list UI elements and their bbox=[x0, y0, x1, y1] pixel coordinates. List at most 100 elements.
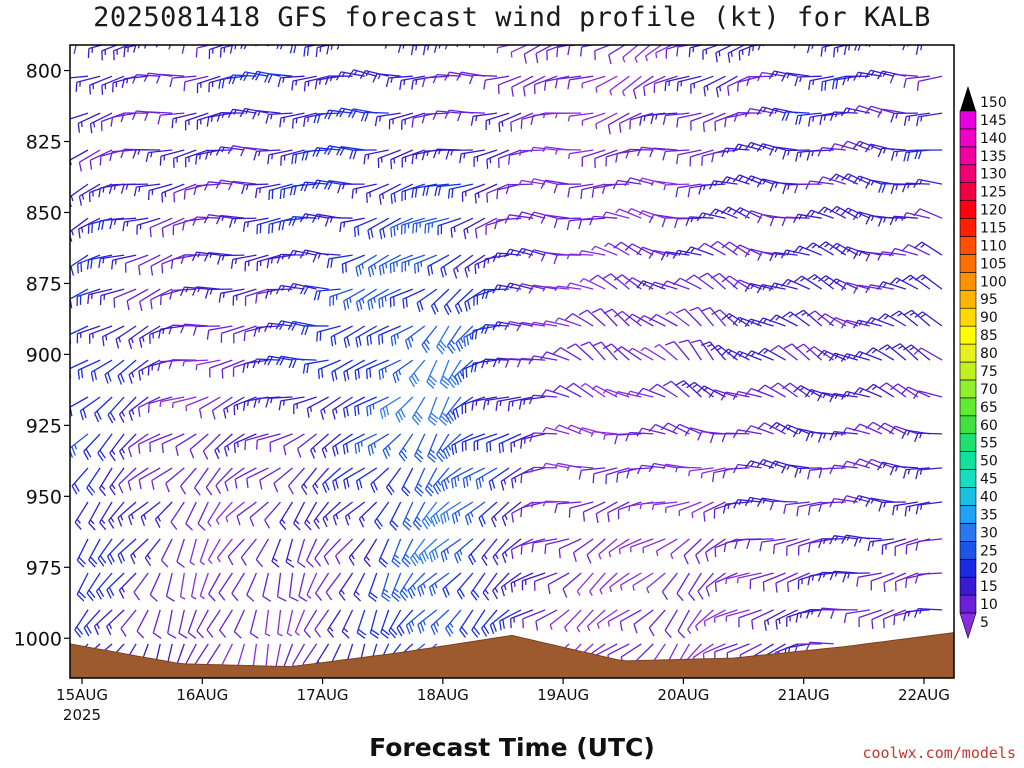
wind-barb bbox=[558, 538, 582, 559]
wind-barb bbox=[170, 501, 185, 530]
wind-barb bbox=[840, 427, 870, 437]
wind-barb bbox=[402, 501, 414, 531]
wind-barb bbox=[127, 433, 149, 458]
wind-barb bbox=[169, 288, 197, 300]
wind-barb bbox=[263, 355, 293, 366]
wind-barb bbox=[807, 572, 834, 586]
wind-barb bbox=[818, 538, 846, 549]
wind-barb bbox=[462, 467, 486, 488]
wind-barb bbox=[589, 572, 606, 596]
wind-barb bbox=[150, 254, 173, 276]
wind-barb bbox=[672, 249, 702, 259]
wind-barb bbox=[262, 572, 272, 602]
wind-barb bbox=[77, 359, 101, 380]
wind-barb bbox=[576, 609, 594, 633]
wind-barb bbox=[522, 609, 546, 629]
wind-barb bbox=[877, 422, 907, 435]
wind-barb bbox=[283, 433, 305, 456]
wind-barb bbox=[180, 254, 209, 265]
wind-barb bbox=[249, 609, 259, 639]
wind-barb bbox=[332, 501, 353, 526]
wind-barb bbox=[470, 359, 498, 373]
wind-barb bbox=[510, 433, 534, 453]
wind-barb bbox=[89, 75, 113, 95]
wind-barb bbox=[492, 538, 510, 566]
wind-barb bbox=[218, 288, 245, 303]
wind-barb bbox=[591, 308, 618, 327]
colorbar-label: 50 bbox=[980, 454, 998, 470]
wind-barb bbox=[829, 242, 859, 256]
wind-barb bbox=[690, 112, 714, 131]
wind-barb bbox=[228, 74, 257, 85]
wind-barb bbox=[500, 467, 522, 491]
wind-barb bbox=[240, 538, 257, 566]
wind-barb bbox=[496, 45, 513, 54]
wind-barb bbox=[489, 609, 510, 635]
wind-barb bbox=[312, 147, 341, 158]
wind-barb bbox=[511, 467, 534, 489]
wind-barb bbox=[202, 433, 221, 460]
wind-barb bbox=[302, 359, 329, 374]
wind-barb bbox=[795, 343, 823, 361]
wind-barb bbox=[664, 340, 690, 361]
wind-barb bbox=[291, 112, 317, 129]
wind-barb bbox=[440, 254, 462, 278]
wind-barb bbox=[90, 359, 113, 382]
wind-barb bbox=[335, 107, 365, 118]
wind-barb bbox=[445, 396, 462, 425]
wind-barb bbox=[595, 75, 618, 93]
wind-barb bbox=[889, 277, 919, 290]
wind-barb bbox=[196, 75, 221, 94]
wind-barb bbox=[816, 349, 847, 361]
wind-barb bbox=[303, 45, 319, 57]
wind-barb bbox=[412, 217, 437, 234]
wind-barb bbox=[106, 572, 125, 599]
wind-barb bbox=[109, 217, 137, 230]
wind-barb bbox=[157, 112, 185, 125]
wind-barb bbox=[287, 467, 305, 495]
wind-barb bbox=[392, 359, 414, 384]
colorbar-label: 75 bbox=[980, 364, 998, 380]
wind-barb bbox=[463, 217, 486, 240]
wind-barb bbox=[521, 572, 546, 591]
wind-barb bbox=[567, 75, 594, 90]
wind-barb bbox=[287, 249, 317, 260]
wind-barb bbox=[648, 609, 666, 637]
wind-barb bbox=[276, 253, 305, 264]
wind-barb bbox=[757, 384, 786, 398]
wind-barb bbox=[380, 609, 390, 639]
wind-barb bbox=[715, 45, 734, 63]
wind-barb bbox=[830, 609, 858, 620]
wind-barb bbox=[793, 45, 797, 49]
wind-barb bbox=[648, 423, 678, 435]
wind-barb bbox=[288, 572, 299, 602]
wind-barb bbox=[154, 501, 173, 528]
wind-barb bbox=[829, 392, 858, 403]
wind-barb bbox=[106, 609, 125, 636]
wind-barb bbox=[296, 538, 306, 568]
wind-barb bbox=[401, 538, 414, 568]
wind-barb bbox=[463, 325, 486, 347]
wind-barb bbox=[351, 183, 377, 199]
wind-barb bbox=[703, 75, 726, 97]
wind-barb bbox=[769, 181, 798, 192]
wind-barb bbox=[806, 274, 835, 290]
source-credit[interactable]: coolwx.com/models bbox=[862, 744, 1016, 762]
wind-barb bbox=[769, 500, 798, 511]
wind-barb bbox=[379, 217, 402, 240]
wind-barb bbox=[607, 609, 630, 627]
wind-barb bbox=[470, 572, 486, 601]
wind-barb bbox=[770, 344, 798, 361]
wind-barb bbox=[126, 288, 149, 311]
wind-barb bbox=[520, 538, 546, 555]
wind-barb bbox=[378, 183, 402, 205]
wind-barb bbox=[510, 538, 534, 559]
wind-barb bbox=[268, 183, 293, 201]
wind-barb bbox=[901, 182, 930, 193]
wind-barb bbox=[173, 183, 197, 203]
wind-barb bbox=[720, 348, 750, 361]
wind-barb bbox=[633, 609, 654, 634]
wind-barb bbox=[111, 254, 137, 270]
wind-barb bbox=[498, 433, 522, 454]
wind-barb bbox=[136, 609, 149, 639]
